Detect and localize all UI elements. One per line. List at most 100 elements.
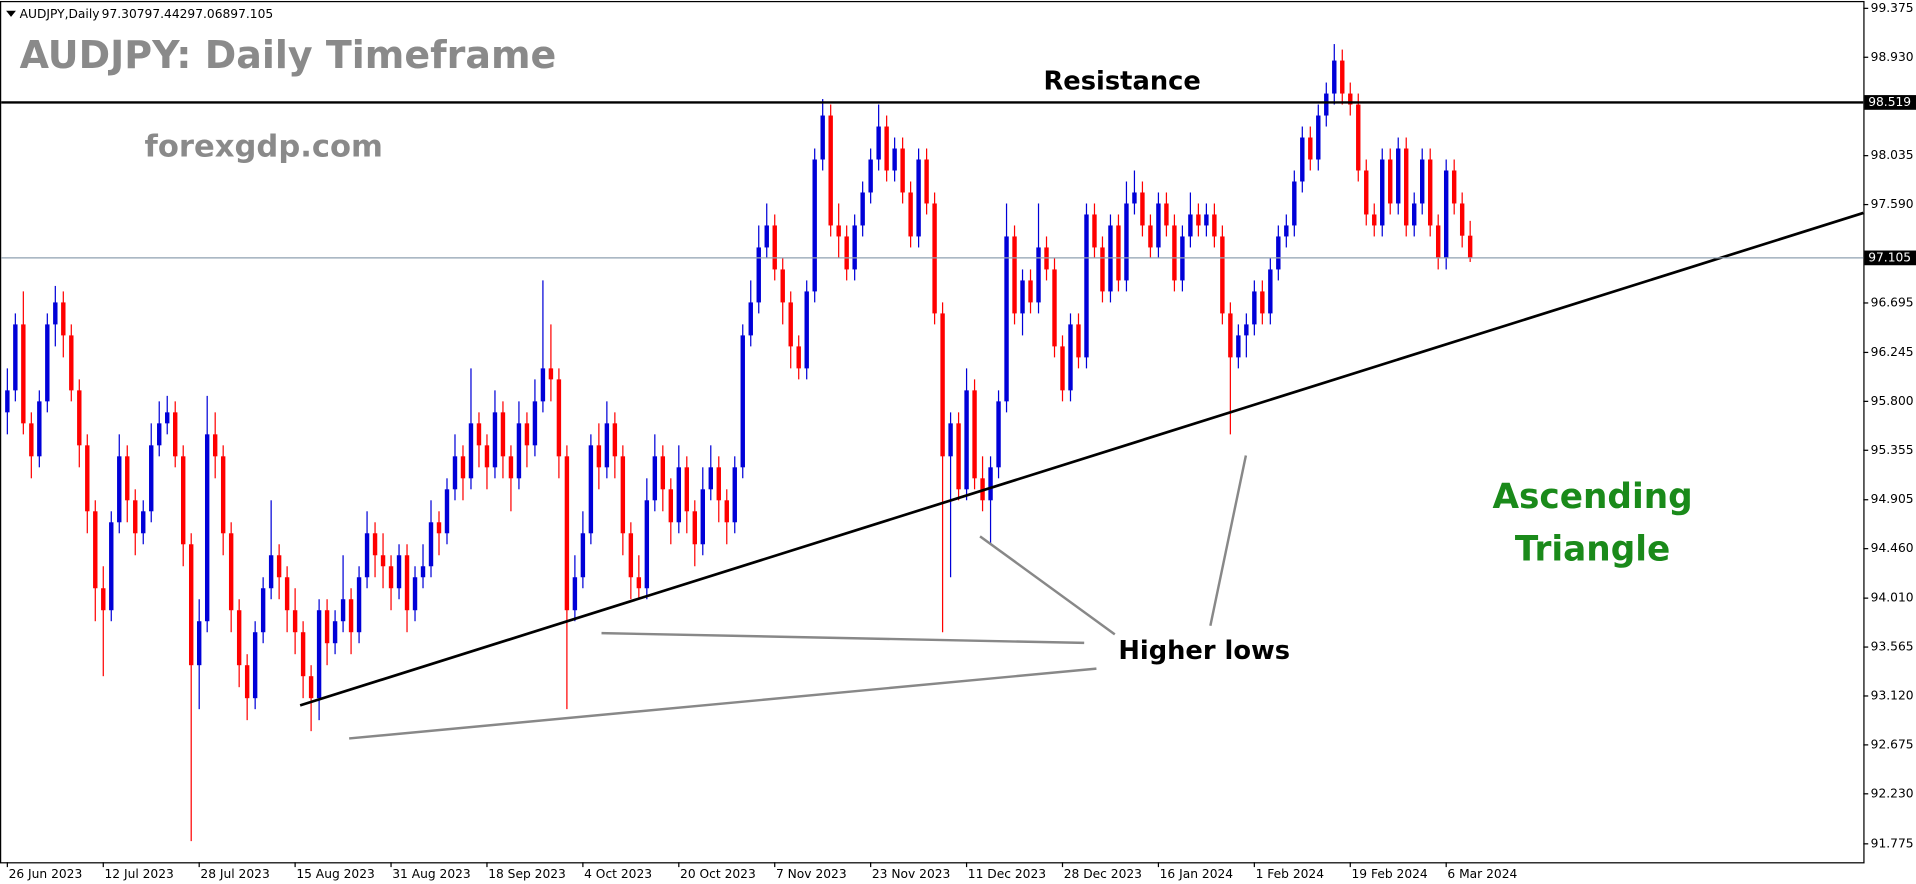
candle-body: [316, 610, 322, 699]
candle-body: [1204, 214, 1209, 226]
y-tick-label: 96.245: [1871, 345, 1914, 359]
candle-body: [1124, 203, 1129, 281]
candle-body: [1396, 148, 1401, 204]
candle-body: [1252, 291, 1257, 325]
candle-body: [436, 522, 442, 534]
pointer-line: [1209, 455, 1248, 627]
candle-body: [780, 269, 785, 303]
candle-body: [596, 445, 602, 468]
candle-body: [1308, 137, 1313, 160]
candle-body: [468, 423, 474, 479]
candle-body: [1427, 159, 1433, 226]
candle-body: [85, 445, 90, 512]
candle-body: [1420, 159, 1425, 204]
candle-body: [580, 533, 586, 578]
candle-body: [69, 335, 74, 391]
candle-body: [812, 159, 817, 292]
candle-body: [420, 566, 426, 578]
price-tag: [1864, 250, 1916, 266]
candle-body: [364, 533, 370, 578]
candle-body: [868, 159, 873, 193]
pointer-line: [979, 535, 1116, 636]
candle-body: [612, 423, 618, 457]
y-tick-label: 98.035: [1871, 148, 1914, 162]
candle-body: [165, 412, 170, 424]
candle-body: [1076, 324, 1081, 358]
candle-body: [1435, 225, 1441, 259]
candle-body: [37, 401, 42, 457]
candle-body: [732, 467, 737, 523]
candle-body: [1012, 236, 1017, 314]
plot-frame: [0, 0, 1865, 864]
x-tick-label: 31 Aug 2023: [392, 867, 470, 881]
candle-body: [1188, 214, 1193, 237]
price-tag-label: 97.105: [1868, 250, 1911, 264]
candle-body: [21, 324, 26, 424]
subtitle: forexgdp.com: [145, 129, 383, 164]
x-tick-label: 20 Oct 2023: [680, 867, 756, 881]
candle-body: [452, 456, 458, 490]
candle-body: [228, 533, 234, 611]
symbol: AUDJPY,Daily: [20, 7, 100, 21]
candle-body: [61, 302, 66, 336]
candle-body: [1443, 170, 1449, 259]
y-tick-label: 98.930: [1871, 50, 1914, 64]
candle-body: [332, 621, 338, 644]
candle-body: [1060, 346, 1065, 391]
candle-body: [532, 401, 538, 446]
candle-body: [684, 467, 690, 512]
candle-body: [668, 489, 674, 523]
x-tick-label: 11 Dec 2023: [968, 867, 1046, 881]
x-tick-label: 28 Jul 2023: [200, 867, 269, 881]
candle-body: [1092, 214, 1097, 248]
y-tick-label: 91.775: [1871, 836, 1914, 850]
y-tick-label: 99.375: [1871, 1, 1914, 15]
candle-body: [1156, 203, 1161, 248]
header-icon: [6, 10, 16, 17]
candle-body: [516, 423, 522, 479]
candle-body: [1196, 214, 1201, 226]
candle-body: [204, 434, 210, 622]
candle-body: [828, 115, 833, 226]
x-tick-label: 18 Sep 2023: [488, 867, 566, 881]
higher-lows-label: Higher lows: [1118, 636, 1290, 666]
candle-body: [844, 236, 849, 270]
y-tick-label: 95.355: [1871, 443, 1914, 457]
candle-body: [852, 225, 857, 270]
candle-body: [1380, 159, 1385, 226]
candle-body: [149, 445, 154, 512]
candle-body: [173, 412, 178, 457]
candle-body: [924, 159, 929, 204]
candle-body: [708, 467, 713, 490]
candle-body: [212, 434, 218, 457]
candle-body: [300, 632, 306, 677]
candle-body: [492, 412, 498, 468]
candle-body: [972, 390, 977, 479]
y-tick-label: 96.695: [1871, 295, 1914, 309]
candle-body: [308, 676, 314, 699]
price-tag-label: 98.519: [1868, 95, 1911, 109]
candle-body: [476, 423, 482, 446]
candle-body: [508, 456, 514, 479]
candle-body: [340, 599, 346, 622]
marks: [5, 44, 1473, 842]
x-tick-label: 4 Oct 2023: [584, 867, 652, 881]
candle-body: [1316, 115, 1321, 160]
candle-body: [1276, 236, 1281, 270]
candle-body: [1388, 159, 1393, 204]
candle-body: [1332, 60, 1337, 94]
candle-body: [1260, 291, 1265, 314]
pattern-label: Ascending: [1492, 477, 1692, 517]
price-tag: [1864, 95, 1916, 110]
candle-body: [117, 456, 122, 523]
candle-body: [540, 368, 546, 402]
candle-body: [660, 456, 666, 490]
y-tick-label: 97.590: [1871, 197, 1914, 211]
candle-body: [252, 632, 258, 699]
candle-body: [1324, 93, 1329, 116]
candle-body: [644, 500, 650, 589]
candle-body: [996, 401, 1001, 468]
candle-body: [836, 225, 841, 237]
y-tick-label: 95.800: [1871, 394, 1914, 408]
